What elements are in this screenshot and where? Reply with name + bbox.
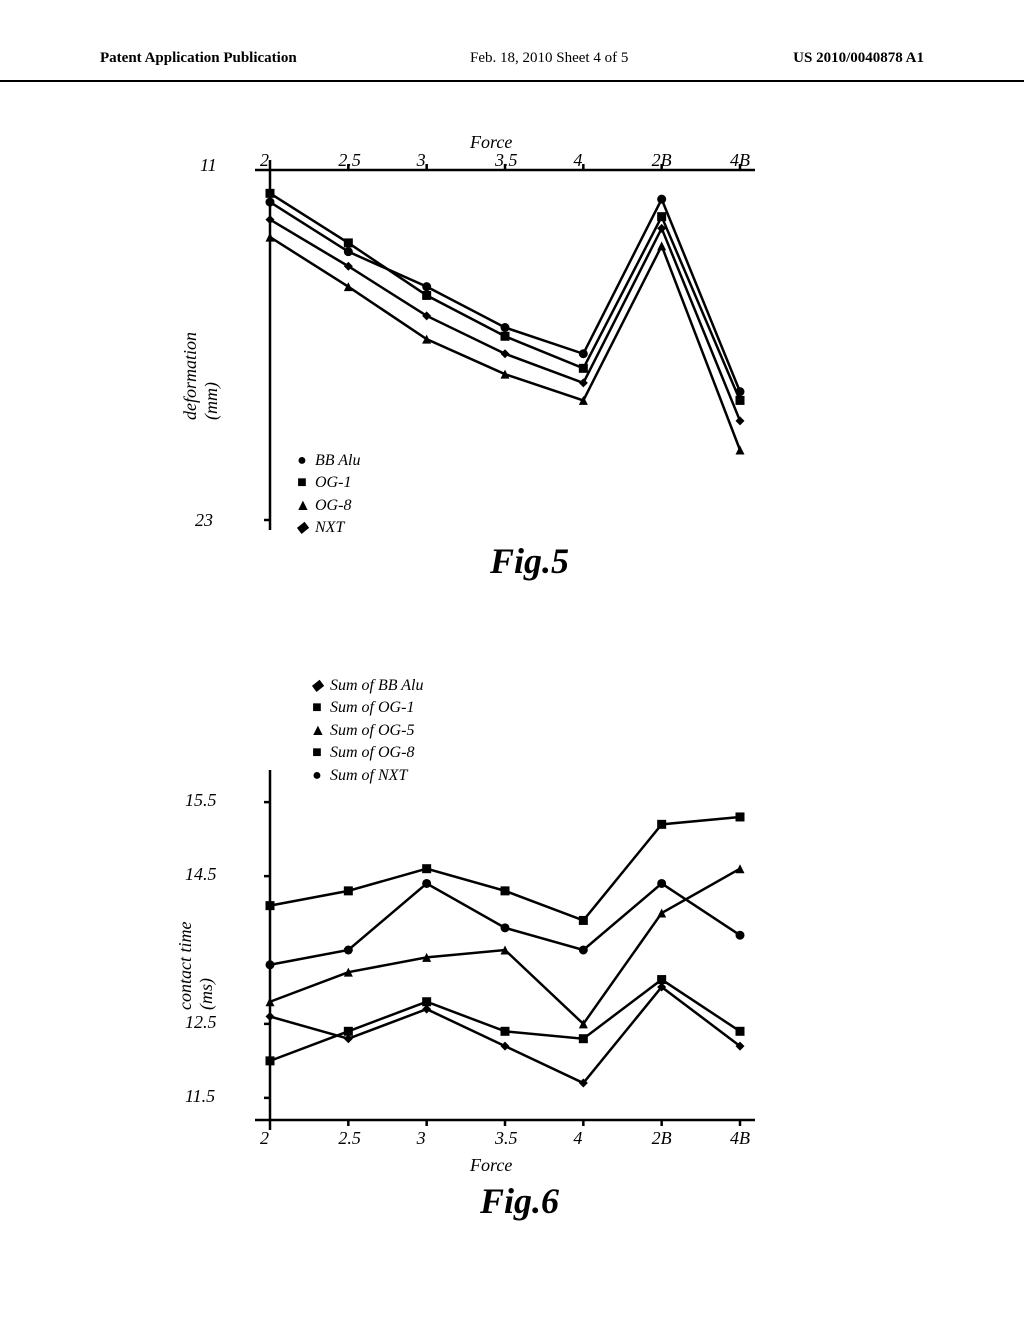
- legend-row-1: ■ OG-1: [295, 472, 360, 494]
- fig6-legend: ◆ Sum of BB Alu ■ Sum of OG-1 ▲ Sum of OG-5 ■ S…: [310, 675, 423, 787]
- page: Patent Application Publication Feb. 18, …: [0, 0, 1024, 1320]
- fig5-caption: Fig.5: [490, 540, 569, 582]
- xtick-1: 2.5: [338, 1128, 361, 1149]
- legend-marker-icon: ■: [310, 697, 324, 719]
- legend-label: Sum of NXT: [330, 765, 407, 787]
- legend-row-3: ◆ NXT: [295, 517, 360, 539]
- legend-marker-icon: ◆: [295, 517, 309, 539]
- xtick-3: 3.5: [495, 150, 518, 171]
- fig6-caption: Fig.6: [480, 1180, 559, 1222]
- legend-marker-icon: ▲: [310, 720, 324, 742]
- fig5-legend: ● BB Alu ■ OG-1 ▲ OG-8 ◆ NXT: [295, 450, 360, 540]
- ytick-3: 11.5: [185, 1086, 215, 1107]
- figure-5: Force 11 23 deformation(mm) ●BB Alu■OG-1…: [230, 160, 770, 610]
- header-left: Patent Application Publication: [100, 50, 297, 67]
- fig5-ybot: 23: [195, 510, 213, 531]
- xtick-5: 2B: [652, 150, 672, 171]
- ytick-1: 14.5: [185, 864, 217, 885]
- legend-row-2: ▲ OG-8: [295, 495, 360, 517]
- xtick-5: 2B: [652, 1128, 672, 1149]
- legend-row-1: ■ Sum of OG-1: [310, 697, 423, 719]
- figure-6: ◆Sum of BB Alu■Sum of OG-1▲Sum of OG-5■S…: [230, 690, 770, 1210]
- xtick-0: 2: [260, 1128, 269, 1149]
- legend-marker-icon: ●: [310, 765, 324, 787]
- fig6-ylabel: contact time(ms): [175, 922, 217, 1010]
- legend-marker-icon: ▲: [295, 495, 309, 517]
- legend-row-2: ▲ Sum of OG-5: [310, 720, 423, 742]
- ytick-2: 12.5: [185, 1012, 217, 1033]
- xtick-6: 4B: [730, 150, 750, 171]
- xtick-3: 3.5: [495, 1128, 518, 1149]
- legend-label: BB Alu: [315, 450, 360, 472]
- legend-row-3: ■ Sum of OG-8: [310, 742, 423, 764]
- page-header: Patent Application Publication Feb. 18, …: [0, 50, 1024, 82]
- xtick-1: 2.5: [338, 150, 361, 171]
- legend-row-0: ● BB Alu: [295, 450, 360, 472]
- xtick-2: 3: [417, 1128, 426, 1149]
- fig5-ylabel: deformation(mm): [180, 332, 222, 420]
- xtick-4: 4: [573, 150, 582, 171]
- xtick-4: 4: [573, 1128, 582, 1149]
- fig6-xlabel: Force: [470, 1155, 512, 1176]
- ytick-0: 15.5: [185, 790, 217, 811]
- xtick-0: 2: [260, 150, 269, 171]
- legend-label: OG-1: [315, 472, 351, 494]
- legend-marker-icon: ◆: [310, 675, 324, 697]
- legend-row-4: ● Sum of NXT: [310, 765, 423, 787]
- header-right: US 2010/0040878 A1: [793, 50, 924, 67]
- header-mid: Feb. 18, 2010 Sheet 4 of 5: [470, 50, 628, 67]
- legend-marker-icon: ■: [310, 742, 324, 764]
- legend-label: Sum of OG-1: [330, 697, 414, 719]
- legend-marker-icon: ■: [295, 472, 309, 494]
- legend-label: OG-8: [315, 495, 351, 517]
- legend-label: Sum of OG-5: [330, 720, 414, 742]
- xtick-6: 4B: [730, 1128, 750, 1149]
- legend-label: Sum of BB Alu: [330, 675, 423, 697]
- legend-label: Sum of OG-8: [330, 742, 414, 764]
- xtick-2: 3: [417, 150, 426, 171]
- legend-row-0: ◆ Sum of BB Alu: [310, 675, 423, 697]
- legend-marker-icon: ●: [295, 450, 309, 472]
- legend-label: NXT: [315, 517, 344, 539]
- fig5-ytop: 11: [200, 155, 217, 176]
